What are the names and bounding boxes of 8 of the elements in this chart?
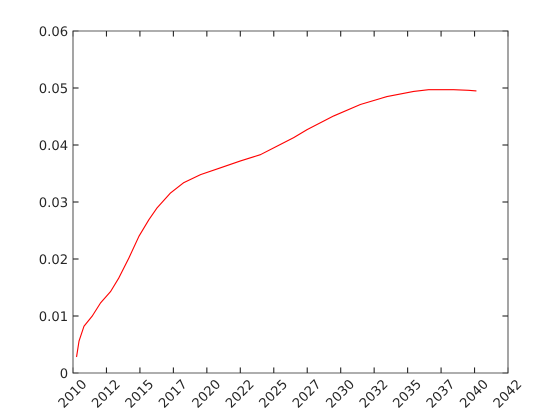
y-tick-label: 0.01 bbox=[40, 311, 67, 322]
line-series bbox=[76, 89, 476, 358]
y-tick-label: 0 bbox=[60, 368, 68, 378]
y-tick-label: 0.03 bbox=[40, 197, 68, 208]
y-tick-label: 0.02 bbox=[40, 254, 67, 264]
y-tick-label: 0.04 bbox=[40, 140, 68, 150]
y-tick-label: 0.05 bbox=[40, 83, 67, 94]
y-tick-label: 0.06 bbox=[40, 26, 68, 36]
